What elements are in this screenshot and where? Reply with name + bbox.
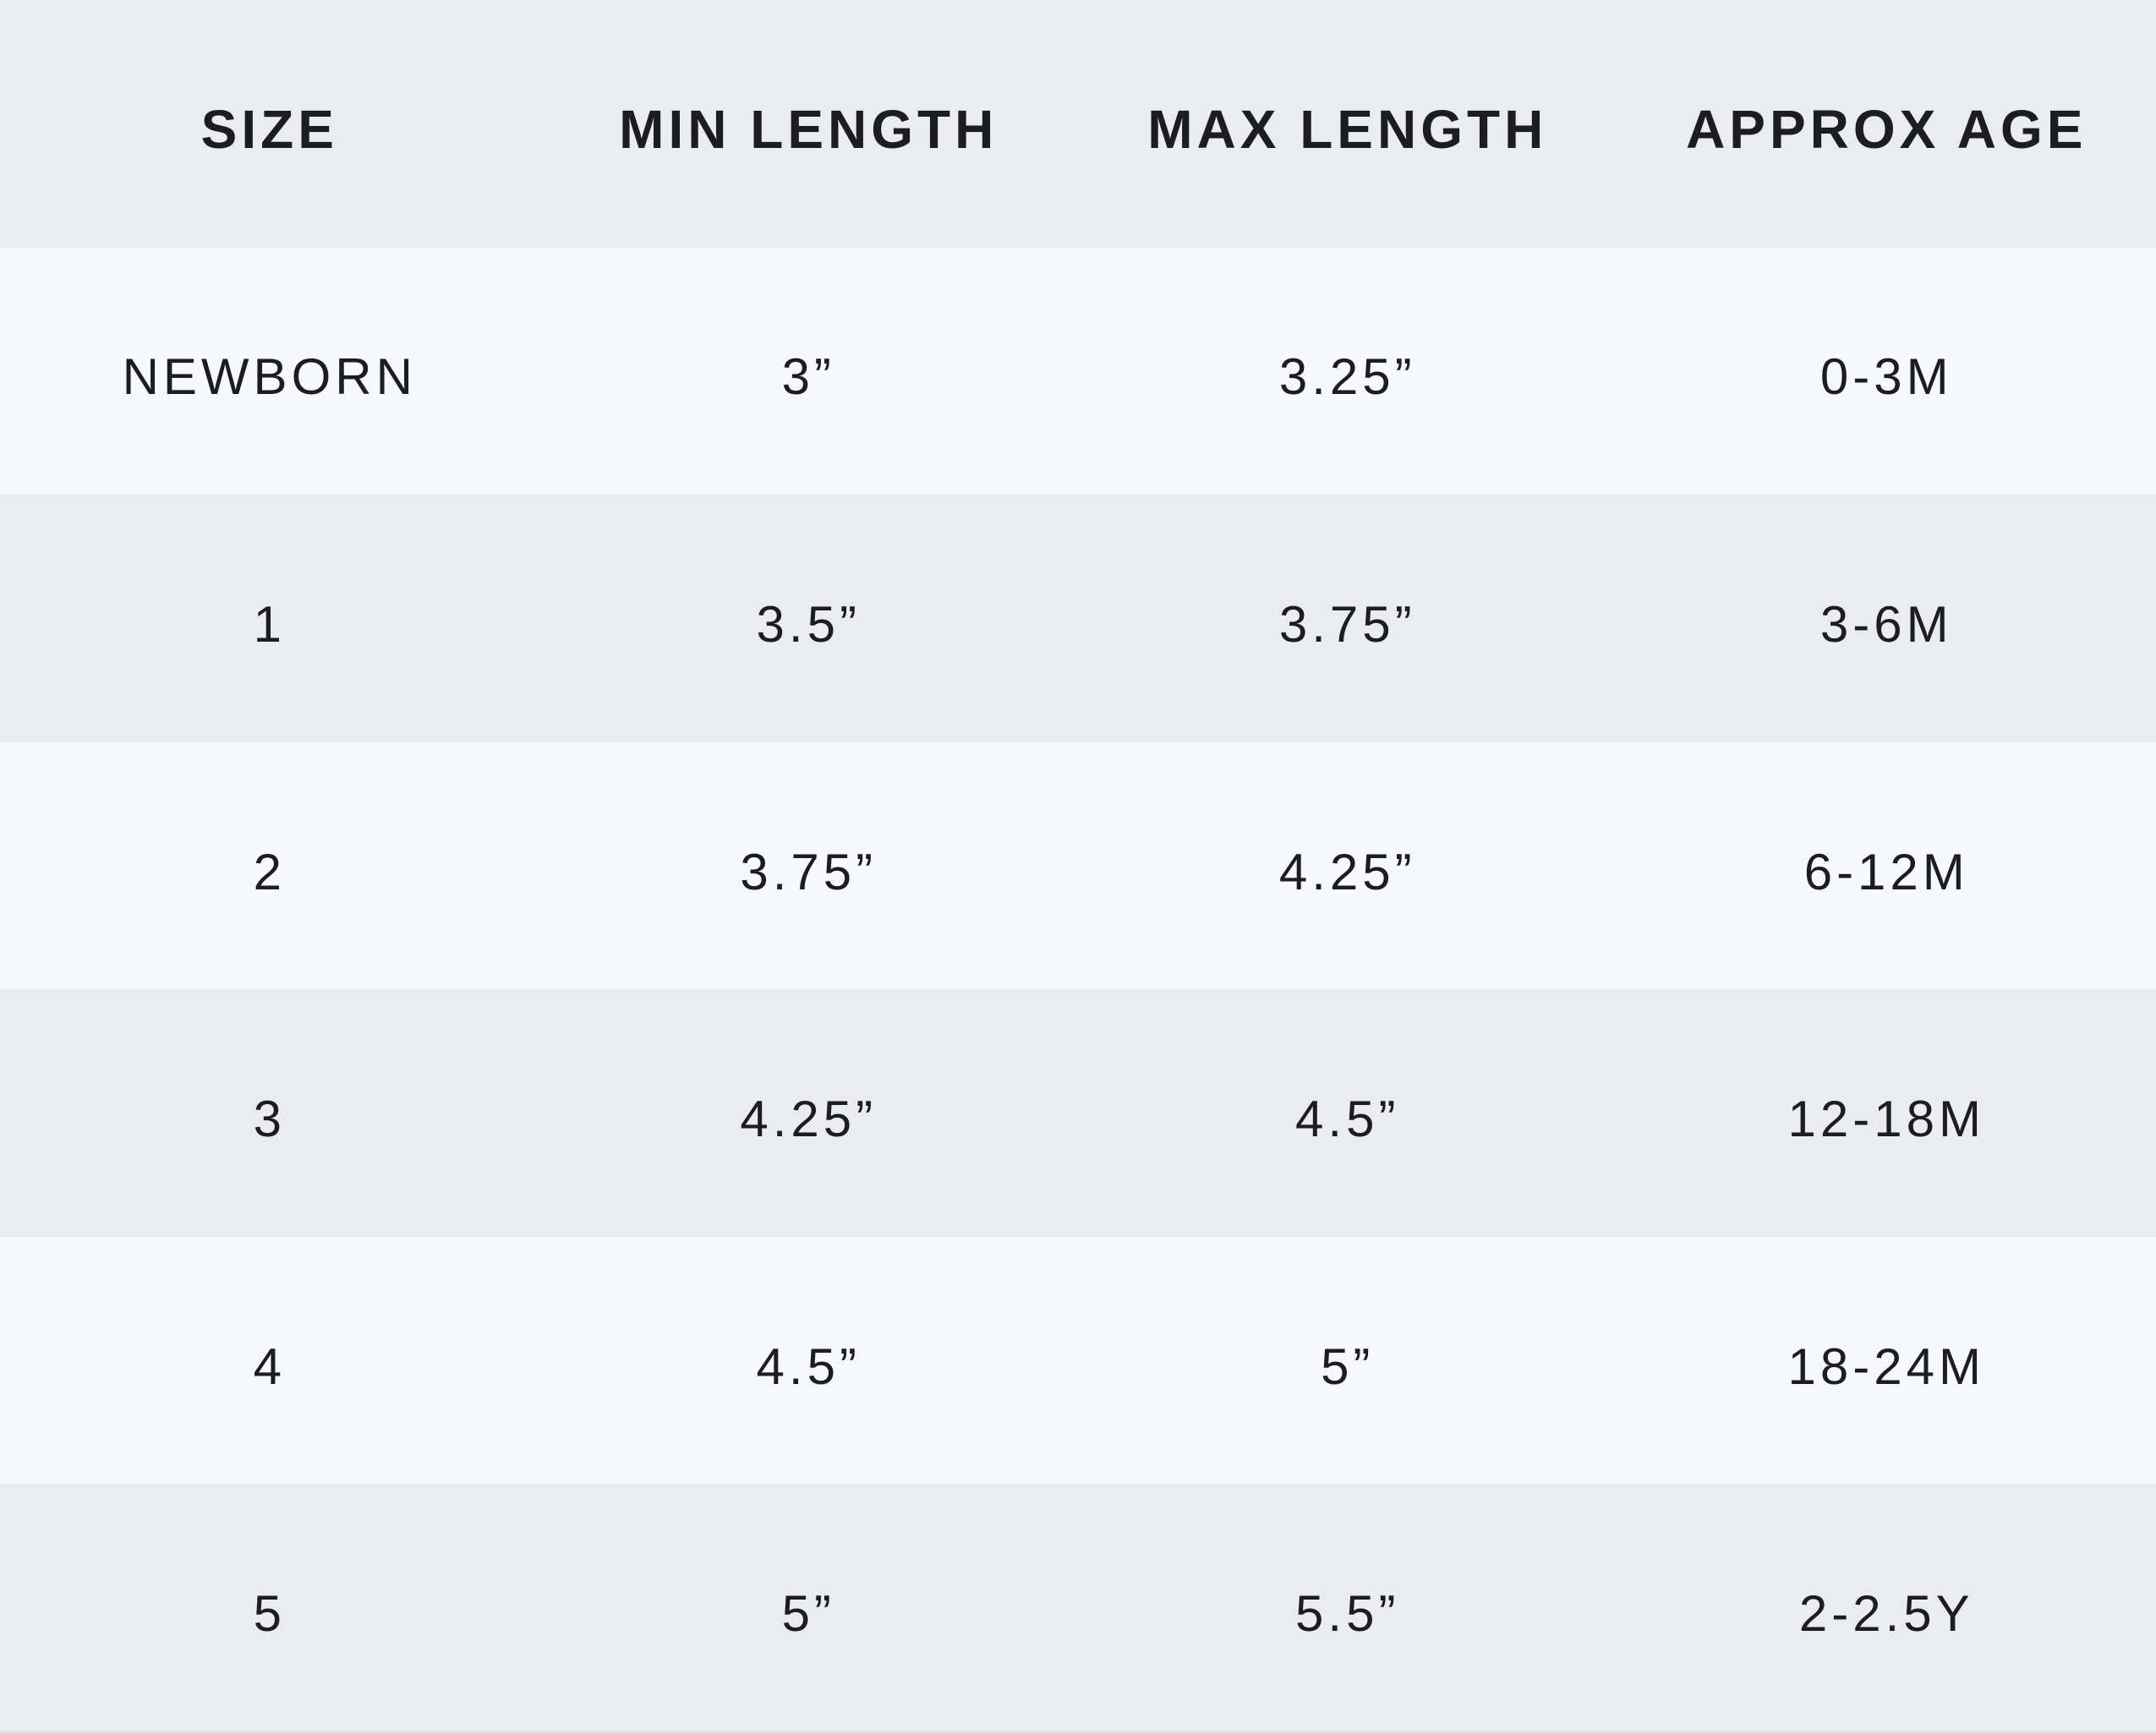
cell-size: 1 xyxy=(253,595,286,653)
cell-min-length: 4.25” xyxy=(740,1091,878,1148)
cell-min-length: 3.75” xyxy=(740,843,878,900)
cell-min-length: 3” xyxy=(781,348,835,406)
cell-approx-age: 0-3M xyxy=(1819,348,1953,406)
column-header-min-length: MIN LENGTH xyxy=(619,99,999,161)
cell-max-length: 4.25” xyxy=(1278,843,1416,900)
table-row-newborn: NEWBORN 3” 3.25” 0-3M xyxy=(0,247,2156,495)
cell-approx-age: 2-2.5Y xyxy=(1798,1585,1974,1643)
cell-approx-age: 3-6M xyxy=(1819,595,1953,653)
cell-min-length: 3.5” xyxy=(756,595,861,653)
cell-size: 2 xyxy=(253,843,286,900)
table-row-size-3: 3 4.25” 4.5” 12-18M xyxy=(0,989,2156,1237)
table-row-size-5: 5 5” 5.5” 2-2.5Y xyxy=(0,1484,2156,1732)
table-row-size-2: 2 3.75” 4.25” 6-12M xyxy=(0,741,2156,990)
cell-size: NEWBORN xyxy=(122,348,417,406)
cell-size: 4 xyxy=(253,1337,286,1395)
cell-max-length: 3.75” xyxy=(1278,595,1416,653)
column-header-size: SIZE xyxy=(200,99,338,161)
cell-approx-age: 6-12M xyxy=(1803,843,1969,900)
cell-max-length: 3.25” xyxy=(1278,348,1416,406)
table-header-row: SIZE MIN LENGTH MAX LENGTH APPROX AGE xyxy=(0,0,2156,248)
cell-approx-age: 12-18M xyxy=(1787,1091,1985,1148)
cell-size: 5 xyxy=(253,1585,286,1643)
cell-max-length: 5.5” xyxy=(1295,1585,1400,1643)
cell-max-length: 5” xyxy=(1321,1337,1375,1395)
cell-min-length: 4.5” xyxy=(756,1337,861,1395)
table-row-size-1: 1 3.5” 3.75” 3-6M xyxy=(0,495,2156,742)
cell-size: 3 xyxy=(253,1091,286,1148)
table-row-size-4: 4 4.5” 5” 18-24M xyxy=(0,1236,2156,1485)
cell-approx-age: 18-24M xyxy=(1787,1337,1985,1395)
column-header-max-length: MAX LENGTH xyxy=(1147,99,1548,161)
column-header-approx-age: APPROX AGE xyxy=(1686,99,2088,161)
cell-max-length: 4.5” xyxy=(1295,1091,1400,1148)
cell-min-length: 5” xyxy=(781,1585,835,1643)
